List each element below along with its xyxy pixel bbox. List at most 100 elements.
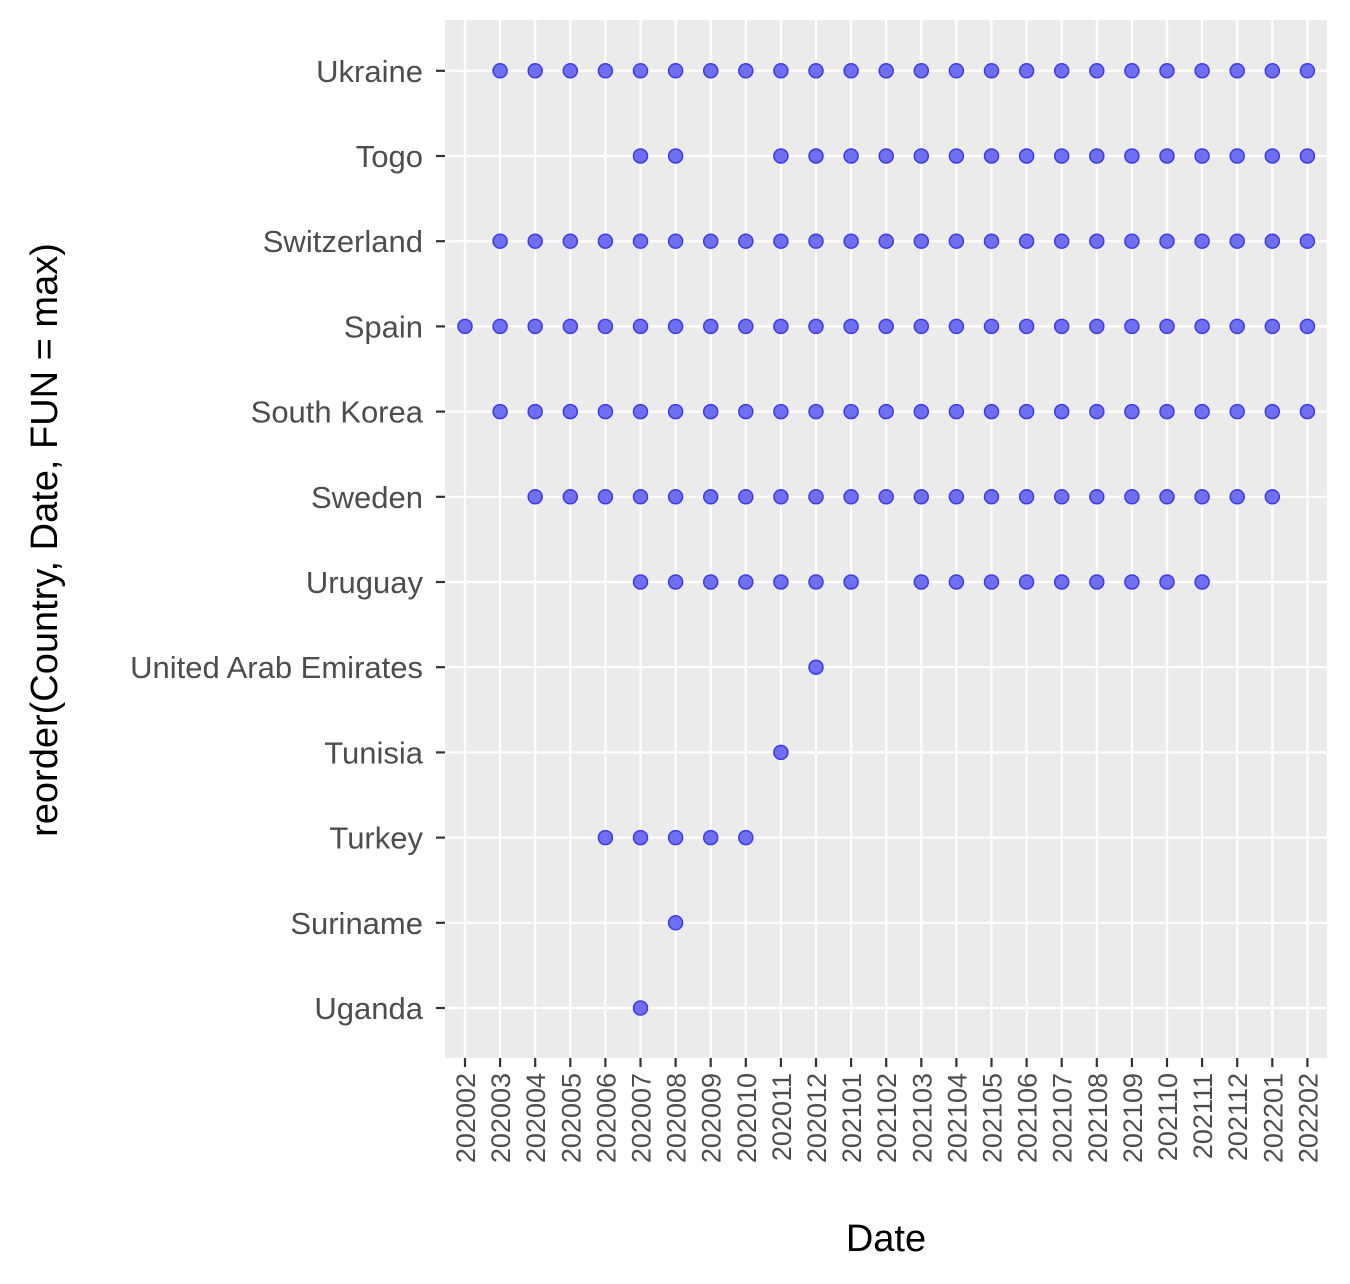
x-tick-label: 202110 xyxy=(1153,1073,1183,1161)
data-point xyxy=(1159,233,1175,249)
data-point xyxy=(1264,403,1281,420)
data-point xyxy=(843,63,859,79)
x-tick-label: 202006 xyxy=(591,1073,621,1163)
x-tick-label: 202102 xyxy=(872,1073,902,1163)
data-point xyxy=(1124,489,1140,505)
data-point xyxy=(702,403,719,420)
data-point xyxy=(632,1000,649,1016)
x-tick-label: 202002 xyxy=(451,1073,481,1163)
data-point xyxy=(1053,63,1070,79)
axis-ticks xyxy=(436,69,1309,1067)
data-point xyxy=(738,829,754,846)
data-point xyxy=(1089,403,1105,420)
x-tick-label: 202004 xyxy=(521,1073,551,1163)
x-tick-label: 202105 xyxy=(978,1073,1008,1163)
data-point xyxy=(492,318,508,335)
data-point xyxy=(1264,489,1281,505)
data-point xyxy=(808,148,824,164)
data-point xyxy=(913,574,930,590)
y-tick-label: Togo xyxy=(356,139,423,174)
data-point xyxy=(843,318,859,335)
grid-lines xyxy=(445,20,1327,1058)
data-point xyxy=(808,318,824,335)
y-axis-title: reorder(Country, Date, FUN = max) xyxy=(24,243,66,837)
data-point xyxy=(1299,318,1316,335)
y-tick-label: Spain xyxy=(344,309,423,344)
data-point xyxy=(1018,233,1035,249)
x-tick-label: 202109 xyxy=(1118,1073,1148,1163)
data-point xyxy=(632,233,649,249)
data-point xyxy=(632,489,649,505)
data-point xyxy=(738,574,754,590)
data-point xyxy=(702,489,719,505)
data-point xyxy=(667,318,684,335)
data-point xyxy=(1194,63,1210,79)
y-tick-labels: Uganda Suriname Turkey Tunisia United Arab E… xyxy=(130,54,424,1026)
x-tick-label: 202012 xyxy=(802,1073,832,1163)
data-point xyxy=(773,489,789,505)
data-point xyxy=(913,148,930,164)
data-point xyxy=(878,148,894,164)
y-tick-label: Ukraine xyxy=(316,54,423,89)
data-point xyxy=(1124,148,1140,164)
data-point xyxy=(527,233,543,249)
data-point xyxy=(738,63,754,79)
x-tick-label: 202108 xyxy=(1083,1073,1113,1163)
data-point xyxy=(1089,318,1105,335)
data-point xyxy=(913,233,930,249)
data-point xyxy=(773,318,789,335)
data-point xyxy=(808,659,824,675)
data-point xyxy=(983,63,1000,79)
data-point xyxy=(702,63,719,79)
data-point xyxy=(843,574,859,590)
y-tick-label: Uganda xyxy=(314,991,423,1026)
data-point xyxy=(1229,233,1245,249)
data-point xyxy=(632,574,649,590)
data-point xyxy=(597,829,614,846)
data-point xyxy=(1124,574,1140,590)
data-point xyxy=(878,63,894,79)
data-point xyxy=(702,318,719,335)
data-point xyxy=(667,915,684,931)
y-tick-label: United Arab Emirates xyxy=(130,650,423,685)
y-tick-label: Uruguay xyxy=(306,565,424,600)
data-point xyxy=(1194,574,1210,590)
data-point xyxy=(1124,63,1140,79)
data-point xyxy=(667,148,684,164)
y-tick-label: Switzerland xyxy=(263,224,423,259)
data-point xyxy=(1159,489,1175,505)
data-point xyxy=(773,403,789,420)
data-point xyxy=(808,403,824,420)
data-point xyxy=(562,233,579,249)
data-point xyxy=(1229,318,1245,335)
data-point xyxy=(702,233,719,249)
data-point xyxy=(1264,318,1281,335)
x-tick-label: 202201 xyxy=(1258,1073,1288,1163)
data-point xyxy=(983,233,1000,249)
data-point xyxy=(1194,318,1210,335)
data-point xyxy=(948,318,965,335)
data-point xyxy=(1018,148,1035,164)
data-point xyxy=(773,63,789,79)
data-point xyxy=(738,318,754,335)
x-tick-label: 202202 xyxy=(1293,1073,1323,1163)
data-point xyxy=(1229,63,1245,79)
y-tick-label: Tunisia xyxy=(324,735,424,770)
data-point xyxy=(1264,148,1281,164)
data-point xyxy=(492,63,508,79)
data-point xyxy=(1124,318,1140,335)
data-point xyxy=(913,403,930,420)
data-point xyxy=(913,63,930,79)
data-point xyxy=(948,489,965,505)
x-tick-label: 202112 xyxy=(1223,1073,1253,1161)
data-point xyxy=(492,233,508,249)
data-point xyxy=(808,574,824,590)
data-point xyxy=(527,489,543,505)
data-point xyxy=(983,318,1000,335)
data-point xyxy=(843,148,859,164)
data-point xyxy=(948,574,965,590)
data-point xyxy=(667,829,684,846)
data-point xyxy=(948,403,965,420)
y-tick-label: Turkey xyxy=(329,821,423,856)
